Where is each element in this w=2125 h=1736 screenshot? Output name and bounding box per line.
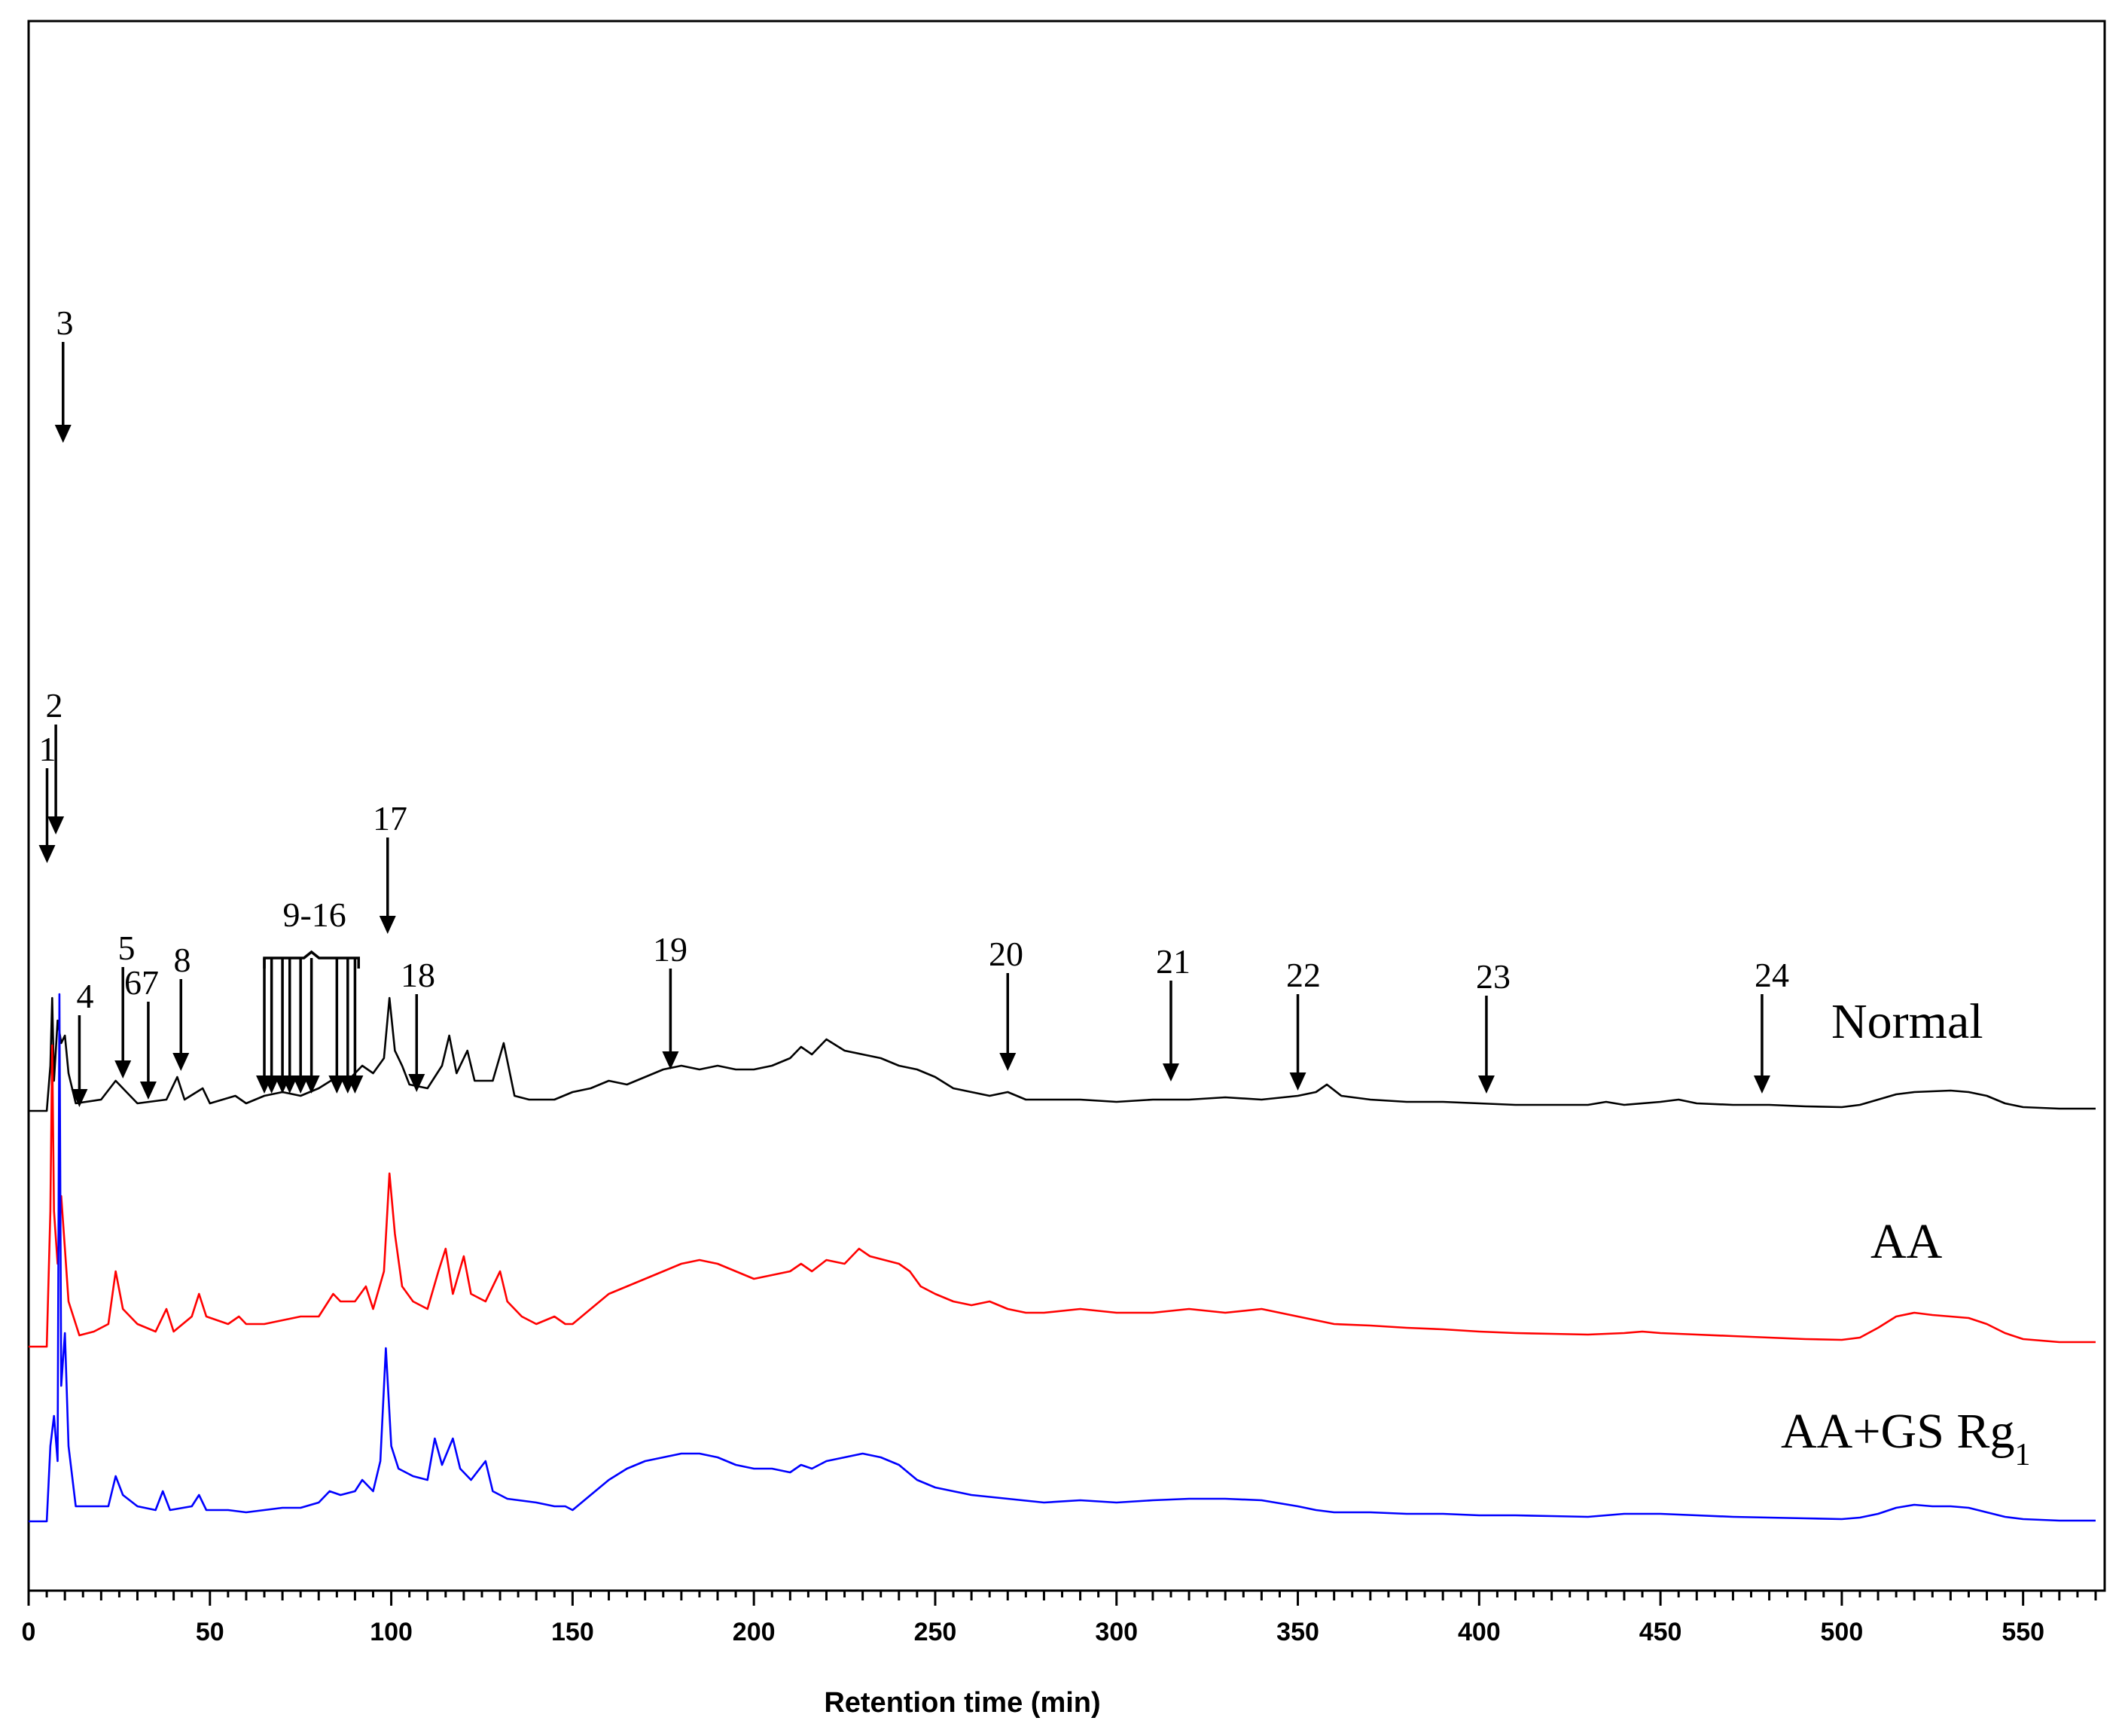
arrowhead	[281, 1075, 298, 1094]
peak-label: 2	[46, 686, 63, 725]
x-tick-label: 100	[370, 1618, 413, 1646]
series-label: AA+GS Rg1	[1781, 1404, 2030, 1472]
peak-label: 8	[174, 941, 191, 979]
x-tick-label: 50	[196, 1618, 224, 1646]
arrowhead	[408, 1074, 425, 1092]
arrowhead	[139, 1082, 157, 1100]
x-tick-label: 450	[1639, 1618, 1682, 1646]
x-tick-label: 200	[733, 1618, 776, 1646]
peak-label: 1	[39, 730, 56, 768]
peak-label: 23	[1476, 957, 1511, 996]
peak-label: 24	[1755, 956, 1789, 994]
peak-label: 4	[77, 977, 94, 1015]
x-tick-label: 550	[2002, 1618, 2044, 1646]
arrowhead	[71, 1089, 88, 1107]
x-tick-label: 0	[22, 1618, 36, 1646]
arrowhead	[346, 1075, 364, 1094]
peak-label: 17	[373, 799, 407, 837]
peak-label: 5	[118, 929, 136, 967]
arrowhead	[328, 1075, 346, 1094]
x-axis: 0 50 100 150 200 250 300 350 400 450 500 550	[22, 1591, 2097, 1646]
x-tick-label: 400	[1458, 1618, 1501, 1646]
arrowhead	[1477, 1075, 1495, 1094]
arrowhead	[54, 425, 72, 443]
arrowhead	[47, 816, 65, 834]
arrowhead	[114, 1060, 132, 1079]
arrowhead	[662, 1051, 679, 1069]
arrowhead	[379, 916, 396, 934]
peak-label: 3	[56, 304, 74, 342]
peak-label: 67	[124, 963, 159, 1002]
plot-frame	[27, 20, 2106, 1592]
peak-label: 21	[1156, 942, 1191, 981]
x-tick-label: 300	[1095, 1618, 1138, 1646]
plot-border	[27, 20, 2106, 1592]
arrowhead	[292, 1075, 309, 1094]
arrowhead	[999, 1053, 1017, 1071]
peak-label: 9-16	[282, 895, 346, 934]
series-label: AA	[1870, 1214, 1943, 1269]
x-axis-title: Retention time (min)	[824, 1687, 1100, 1719]
series-line	[29, 996, 2096, 1112]
series-labels: Normal AA AA+GS Rg1	[1781, 994, 2030, 1472]
arrowhead	[303, 1075, 320, 1094]
arrowhead	[1753, 1075, 1770, 1094]
arrowhead	[172, 1053, 190, 1071]
series-line	[29, 993, 2096, 1523]
peak-label: 20	[989, 935, 1023, 973]
arrowhead	[1162, 1063, 1179, 1082]
peak-label: 18	[401, 956, 435, 994]
peak-label: 19	[653, 930, 688, 969]
x-tick-label: 250	[914, 1618, 957, 1646]
traces	[29, 993, 2096, 1523]
x-tick-label: 150	[551, 1618, 594, 1646]
arrowhead	[1289, 1072, 1306, 1091]
arrowhead	[263, 1075, 280, 1094]
x-tick-label: 350	[1276, 1618, 1319, 1646]
arrowhead	[38, 845, 56, 863]
series-label: Normal	[1831, 994, 1983, 1049]
series-line	[29, 1044, 2096, 1348]
x-tick-label: 500	[1821, 1618, 1864, 1646]
peak-label: 22	[1286, 956, 1321, 994]
